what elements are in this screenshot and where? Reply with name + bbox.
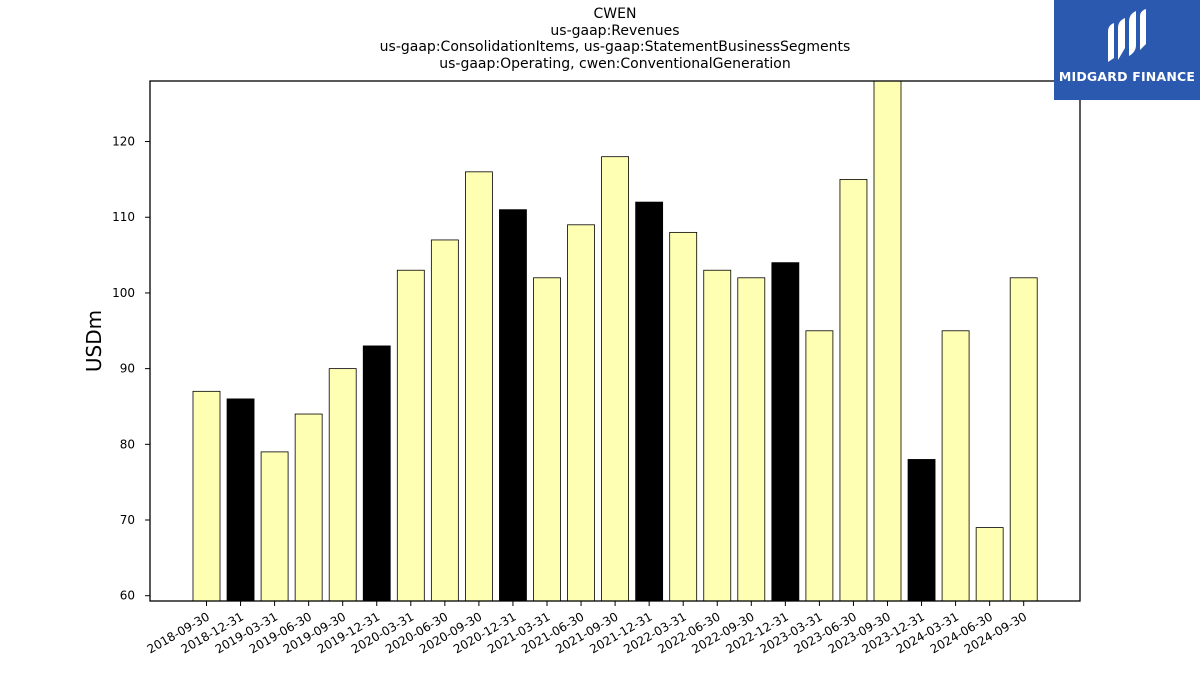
bar-2022-12-31 bbox=[771, 262, 800, 602]
chart-title-block: CWEN us-gaap:Revenues us-gaap:Consolidat… bbox=[150, 6, 1080, 72]
bar-2019-03-31 bbox=[260, 451, 289, 602]
bar-2020-12-31 bbox=[499, 209, 527, 602]
bar-2023-03-31 bbox=[805, 330, 834, 602]
midgard-logo-icon bbox=[1108, 9, 1146, 62]
bar-2024-06-30 bbox=[975, 527, 1004, 602]
bar-2021-06-30 bbox=[567, 224, 595, 602]
bar-2022-09-30 bbox=[737, 277, 766, 602]
midgard-finance-logo: MIDGARD FINANCE bbox=[1054, 0, 1200, 100]
y-tick-label: 120 bbox=[112, 135, 135, 149]
bar-2019-06-30 bbox=[294, 413, 323, 602]
bar-2019-12-31 bbox=[362, 345, 391, 602]
y-axis: 60 70 80 90 100 110 120 bbox=[112, 135, 150, 603]
y-axis-label: USDm bbox=[82, 310, 106, 372]
bar-2022-03-31 bbox=[669, 231, 698, 602]
bar-2020-03-31 bbox=[396, 269, 425, 602]
y-tick-label: 60 bbox=[120, 589, 135, 603]
bar-2020-06-30 bbox=[430, 239, 459, 602]
chart-title-line-3: us-gaap:ConsolidationItems, us-gaap:Stat… bbox=[379, 39, 851, 55]
y-tick-label: 70 bbox=[120, 513, 135, 527]
bar-2018-09-30 bbox=[192, 390, 221, 602]
y-tick-label: 110 bbox=[112, 210, 135, 224]
bar-2024-03-31 bbox=[941, 330, 970, 602]
bar-2020-09-30 bbox=[464, 171, 493, 602]
y-tick-label: 100 bbox=[112, 286, 135, 300]
bar-2023-09-30 bbox=[873, 80, 902, 602]
bar-2019-09-30 bbox=[328, 368, 357, 602]
logo-text: MIDGARD FINANCE bbox=[1058, 69, 1196, 84]
x-axis: 2018-09-302018-12-312019-03-312019-06-30… bbox=[145, 601, 1029, 656]
bar-2023-06-30 bbox=[839, 178, 868, 602]
bar-2023-12-31 bbox=[907, 459, 936, 602]
bar-2021-12-31 bbox=[635, 201, 664, 602]
bars-group bbox=[192, 80, 1038, 602]
y-tick-label: 90 bbox=[120, 362, 135, 376]
y-tick-label: 80 bbox=[120, 437, 135, 451]
chart-title-line-1: CWEN bbox=[593, 6, 637, 22]
bar-2022-06-30 bbox=[703, 269, 732, 602]
bar-2024-09-30 bbox=[1009, 277, 1038, 602]
bar-2021-03-31 bbox=[533, 277, 561, 602]
bar-2021-09-30 bbox=[601, 156, 629, 602]
chart-title-line-2: us-gaap:Revenues bbox=[550, 22, 680, 39]
chart-title-line-4: us-gaap:Operating, cwen:ConventionalGene… bbox=[439, 55, 791, 72]
bar-2018-12-31 bbox=[226, 398, 255, 602]
